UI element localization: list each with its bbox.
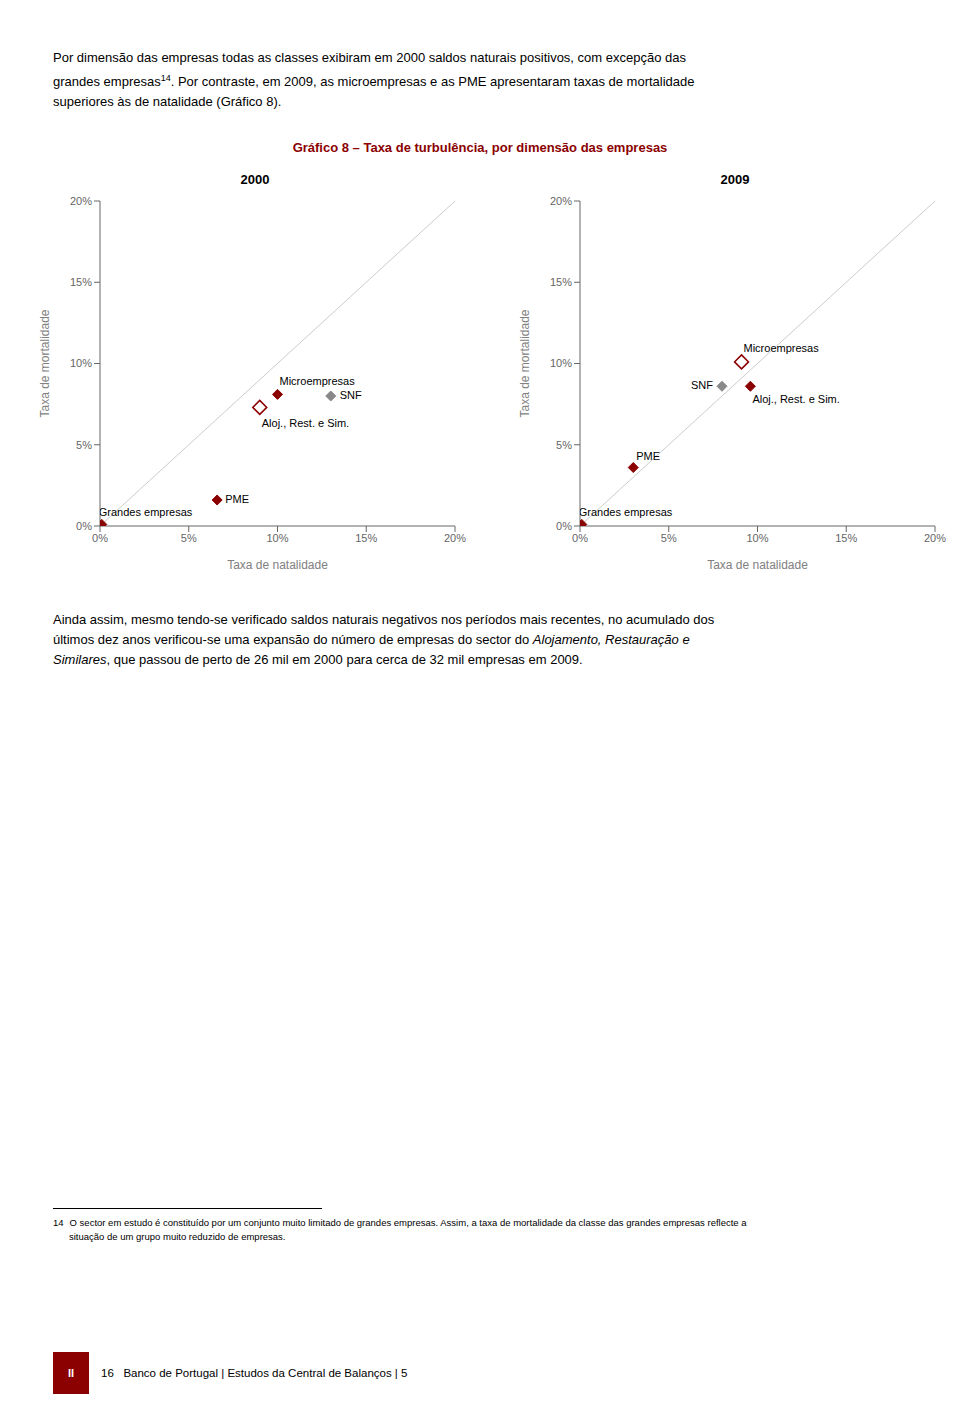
svg-text:Grandes empresas: Grandes empresas xyxy=(580,506,673,518)
svg-text:10%: 10% xyxy=(70,357,92,369)
svg-text:Microempresas: Microempresas xyxy=(744,342,820,354)
svg-text:5%: 5% xyxy=(76,439,92,451)
html-text:Por dimensão das empresas toda: Por dimensão das empresas todas as class… xyxy=(53,50,686,65)
svg-text:0%: 0% xyxy=(572,532,588,544)
html-text:II: II xyxy=(67,1367,75,1379)
html-text:Ainda assim, mesmo tendo-se ve: Ainda assim, mesmo tendo-se verificado s… xyxy=(53,612,715,627)
svg-text:Grandes empresas: Grandes empresas xyxy=(100,506,193,518)
svg-text:0%: 0% xyxy=(76,520,92,532)
svg-text:Aloj., Rest. e Sim.: Aloj., Rest. e Sim. xyxy=(752,393,839,405)
svg-text:15%: 15% xyxy=(70,276,92,288)
html-text:Similares, que passou de perto: Similares, que passou de perto de 26 mil… xyxy=(53,652,583,667)
svg-text:20%: 20% xyxy=(550,195,572,207)
svg-text:5%: 5% xyxy=(556,439,572,451)
svg-text:10%: 10% xyxy=(550,357,572,369)
svg-text:0%: 0% xyxy=(92,532,108,544)
svg-text:15%: 15% xyxy=(550,276,572,288)
svg-text:15%: 15% xyxy=(835,532,857,544)
svg-text:5%: 5% xyxy=(661,532,677,544)
svg-text:0%: 0% xyxy=(556,520,572,532)
svg-text:Taxa de mortalidade: Taxa de mortalidade xyxy=(38,309,52,417)
html-text:superiores às de natalidade (G: superiores às de natalidade (Gráfico 8). xyxy=(53,94,282,110)
svg-text:Taxa de natalidade: Taxa de natalidade xyxy=(227,558,328,572)
html-text:O sector em estudo é constituí: O sector em estudo é constituído por um … xyxy=(69,1217,747,1228)
html-text:grandes empresas14. Por contra: grandes empresas14. Por contraste, em 20… xyxy=(53,73,695,90)
html-text:últimos dez anos verificou-se: últimos dez anos verificou-se uma expans… xyxy=(53,632,690,647)
svg-text:20%: 20% xyxy=(70,195,92,207)
html-text:14: 14 xyxy=(53,1217,64,1228)
svg-text:20%: 20% xyxy=(924,532,946,544)
svg-text:SNF: SNF xyxy=(340,389,362,401)
svg-text:PME: PME xyxy=(225,493,249,505)
svg-text:Aloj., Rest. e Sim.: Aloj., Rest. e Sim. xyxy=(262,417,349,429)
html-text:16 Banco de Portugal | Estudos: 16 Banco de Portugal | Estudos da Centra… xyxy=(101,1367,408,1379)
svg-text:Taxa de mortalidade: Taxa de mortalidade xyxy=(518,309,532,417)
svg-text:5%: 5% xyxy=(181,532,197,544)
svg-text:SNF: SNF xyxy=(691,379,713,391)
html-text:2009: 2009 xyxy=(720,172,750,187)
svg-text:Microempresas: Microempresas xyxy=(280,375,356,387)
svg-text:20%: 20% xyxy=(444,532,466,544)
html-text:2000: 2000 xyxy=(240,172,270,187)
svg-text:PME: PME xyxy=(636,450,660,462)
svg-text:15%: 15% xyxy=(355,532,377,544)
svg-text:Taxa de natalidade: Taxa de natalidade xyxy=(707,558,808,572)
html-text:Gráfico 8 – Taxa de turbulênci: Gráfico 8 – Taxa de turbulência, por dim… xyxy=(292,140,668,155)
svg-text:10%: 10% xyxy=(746,532,768,544)
html-text:situação de um grupo muito red: situação de um grupo muito reduzido de e… xyxy=(69,1231,286,1242)
svg-text:10%: 10% xyxy=(266,532,288,544)
